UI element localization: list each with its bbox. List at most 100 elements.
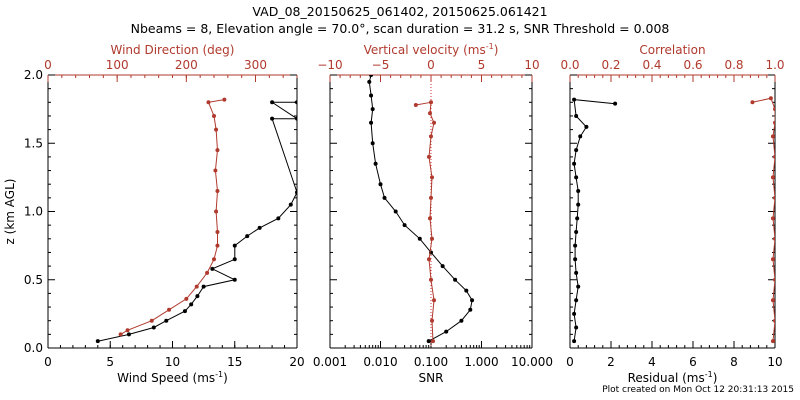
data-point xyxy=(212,113,216,118)
x-tick-label: 5 xyxy=(106,355,114,369)
top-tick-label: −10 xyxy=(317,58,342,72)
data-point xyxy=(430,175,435,180)
series-top xyxy=(118,97,227,337)
data-point xyxy=(750,100,755,105)
data-point xyxy=(429,134,433,139)
data-point xyxy=(440,264,445,269)
data-point xyxy=(453,277,458,282)
series-bottom xyxy=(95,100,297,344)
x-axis-title: Wind Speed (ms-1) xyxy=(117,370,228,385)
data-point xyxy=(572,311,577,316)
data-point xyxy=(575,216,580,221)
x-tick-label: 0 xyxy=(44,355,52,369)
top-tick-label: 1.0 xyxy=(765,58,784,72)
data-point xyxy=(773,318,775,323)
top-axis-title: Wind Direction (deg) xyxy=(111,43,235,57)
data-point xyxy=(367,79,372,84)
data-point xyxy=(382,195,387,200)
data-point xyxy=(426,257,431,262)
y-tick-label: 0.0 xyxy=(24,341,43,355)
data-point xyxy=(574,270,579,275)
data-point xyxy=(572,339,577,344)
data-point xyxy=(576,284,581,289)
data-point xyxy=(149,318,154,323)
data-point xyxy=(584,124,589,129)
series-top xyxy=(413,100,437,344)
x-tick-label: 0.100 xyxy=(414,355,448,369)
top-axis-title: Correlation xyxy=(639,43,705,57)
data-point xyxy=(232,257,237,262)
y-tick-label: 0.5 xyxy=(24,273,43,287)
data-point xyxy=(573,257,578,262)
data-point xyxy=(215,229,220,234)
data-point xyxy=(426,154,431,159)
data-point xyxy=(429,100,433,105)
data-point xyxy=(773,277,775,282)
data-point xyxy=(572,97,577,102)
data-point xyxy=(167,307,172,312)
data-point xyxy=(194,284,199,289)
data-point xyxy=(574,229,579,234)
data-point xyxy=(222,97,227,102)
panel-wind: 0.00.51.01.52.0z (km AGL)0 5 10 15 200 100 200… xyxy=(3,58,305,369)
top-tick-label: 0.2 xyxy=(601,58,620,72)
series-bottom xyxy=(572,97,618,344)
x-tick-label: 0.001 xyxy=(313,355,347,369)
data-point xyxy=(95,339,100,344)
data-point xyxy=(214,209,219,214)
data-point xyxy=(189,302,194,307)
data-point xyxy=(573,243,578,248)
data-point xyxy=(572,161,577,166)
data-point xyxy=(214,127,219,132)
data-point xyxy=(429,195,433,200)
data-point xyxy=(205,270,210,275)
data-point xyxy=(393,209,398,214)
data-point xyxy=(773,120,775,125)
x-tick-label: 10 xyxy=(767,355,782,369)
panel-snr: 0.001 0.010 0.100 1.000 10.000 −10 −5 0 5 10 xyxy=(313,58,553,369)
series-top xyxy=(750,96,775,344)
data-point xyxy=(215,148,220,153)
data-point xyxy=(210,266,215,271)
data-point xyxy=(213,168,218,173)
series-line xyxy=(368,75,473,342)
data-point xyxy=(201,284,206,289)
data-point xyxy=(370,141,375,146)
top-tick-label: 300 xyxy=(244,58,267,72)
data-point xyxy=(578,134,583,139)
data-point xyxy=(773,154,775,159)
y-tick-label: 2.0 xyxy=(24,68,43,82)
series-line xyxy=(752,97,775,342)
x-tick-label: 10 xyxy=(165,355,180,369)
data-point xyxy=(402,223,407,228)
data-point xyxy=(215,243,220,248)
data-point xyxy=(427,216,432,221)
data-point xyxy=(432,120,437,125)
data-point xyxy=(215,189,220,194)
data-point xyxy=(126,332,131,337)
x-tick-label: 0.010 xyxy=(363,355,397,369)
top-tick-label: 0.8 xyxy=(724,58,743,72)
data-point xyxy=(768,96,773,101)
data-point xyxy=(295,116,297,121)
top-tick-label: 200 xyxy=(175,58,198,72)
y-axis-title: z (km AGL) xyxy=(3,179,17,245)
data-point xyxy=(444,329,449,334)
data-point xyxy=(182,309,187,314)
series-line xyxy=(97,101,297,342)
data-point xyxy=(369,75,374,77)
data-point xyxy=(770,134,775,139)
top-tick-label: 5 xyxy=(478,58,486,72)
data-point xyxy=(773,236,775,241)
data-point xyxy=(184,296,189,301)
data-point xyxy=(427,111,432,116)
data-point xyxy=(232,277,237,282)
data-point xyxy=(232,243,237,248)
data-point xyxy=(464,288,469,293)
data-point xyxy=(429,277,433,282)
data-point xyxy=(574,298,579,303)
top-tick-label: 0 xyxy=(427,58,435,72)
data-point xyxy=(206,100,211,105)
x-axis-title: SNR xyxy=(419,371,444,385)
series-bottom xyxy=(367,75,475,344)
